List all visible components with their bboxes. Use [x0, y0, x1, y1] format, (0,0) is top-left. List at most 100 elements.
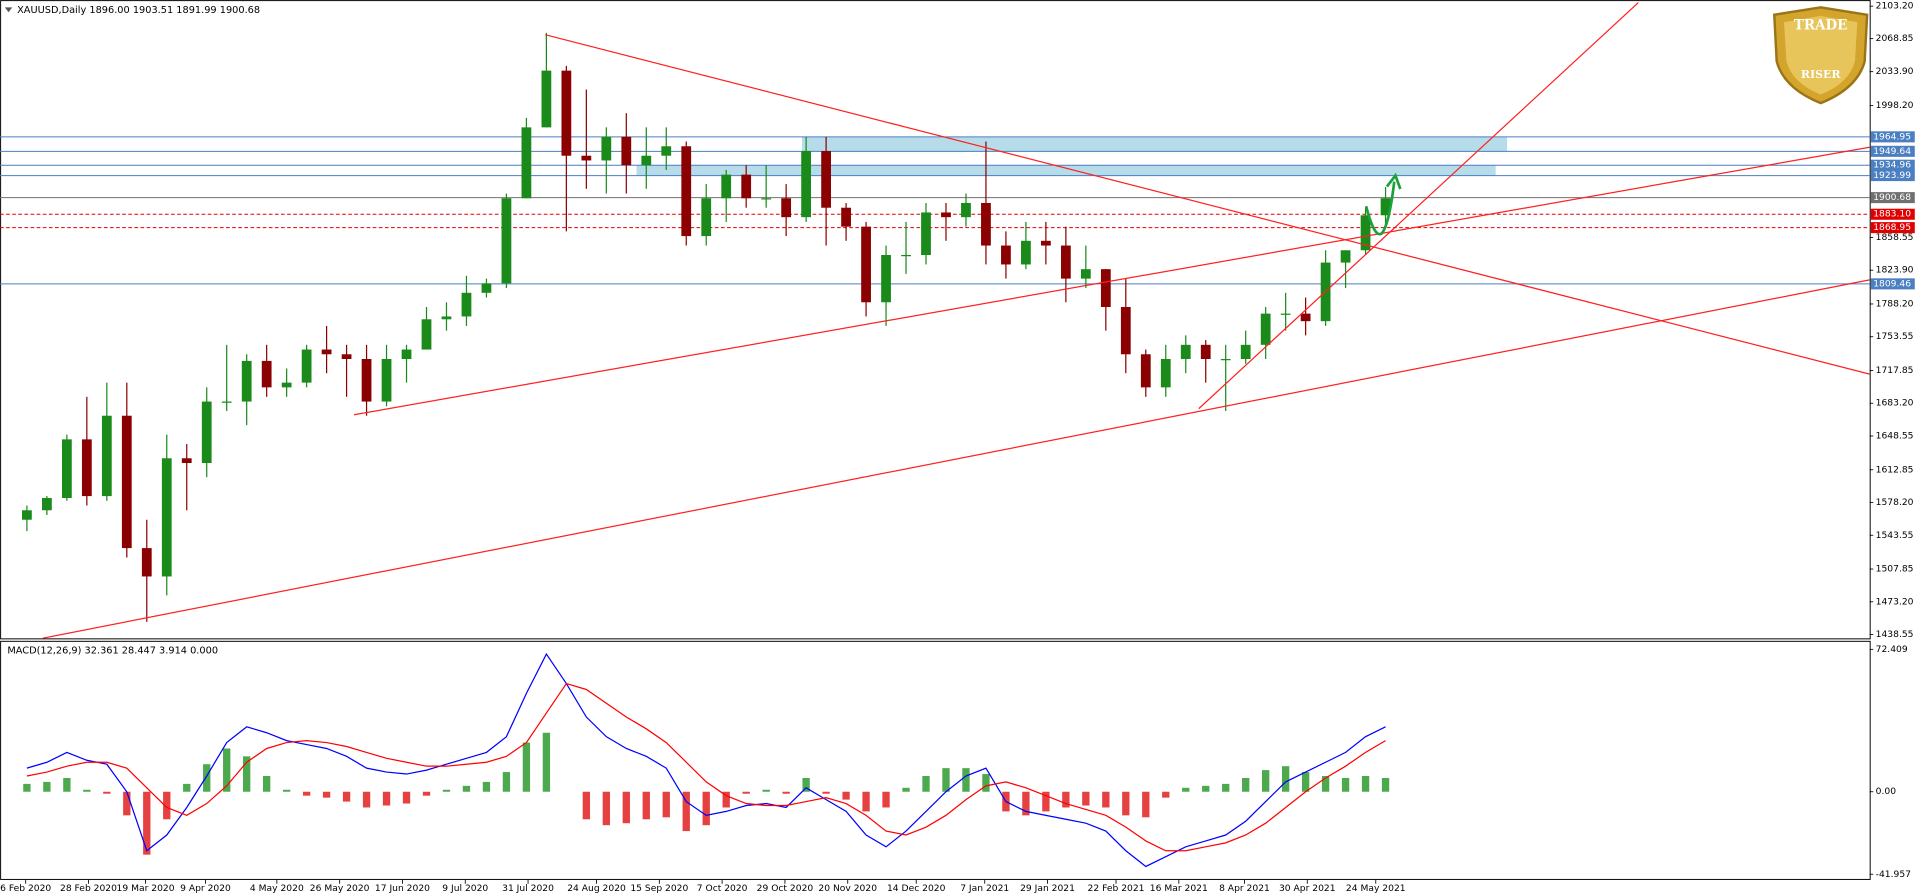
- x-tick-label: 20 Nov 2020: [818, 883, 877, 894]
- candle-body: [961, 202, 971, 218]
- candle-body: [1360, 215, 1371, 251]
- level-label: 1949.64: [1873, 146, 1911, 157]
- y-tick-label: 1717.85: [1876, 365, 1914, 376]
- histogram-bar: [83, 789, 91, 792]
- histogram-bar: [123, 791, 131, 816]
- histogram-bar: [1301, 772, 1310, 792]
- candle-body: [861, 226, 871, 303]
- candle-body: [481, 283, 492, 293]
- candle-body: [541, 70, 552, 128]
- candle-body: [721, 174, 732, 199]
- candle-body: [1380, 198, 1391, 216]
- histogram-bar: [882, 791, 890, 808]
- x-tick-label: 31 Jul 2020: [502, 883, 554, 894]
- histogram-bar: [742, 791, 750, 794]
- x-tick-label: 9 Apr 2020: [180, 883, 231, 894]
- candle-body: [381, 358, 392, 402]
- x-tick-label: 24 May 2021: [1346, 883, 1406, 894]
- y-tick-label: 1612.85: [1876, 464, 1914, 475]
- histogram-bar: [1321, 776, 1330, 792]
- y-tick-label: 1438.55: [1876, 629, 1914, 640]
- candle-body: [1180, 344, 1191, 359]
- logo-inner: [1784, 15, 1858, 95]
- y-tick-label: -41.957: [1876, 869, 1911, 880]
- histogram-bar: [282, 789, 291, 792]
- candle-body: [161, 458, 172, 577]
- candle-body: [41, 497, 52, 511]
- candle-body: [401, 349, 412, 359]
- histogram-bar: [1381, 777, 1390, 792]
- zone: [636, 165, 1496, 176]
- level-tag: [1870, 159, 1915, 171]
- candle-body: [461, 292, 472, 317]
- histogram-bar: [802, 777, 810, 792]
- candle-body: [1060, 245, 1071, 279]
- y-tick-label: 1753.55: [1876, 331, 1914, 342]
- candle-body: [761, 198, 772, 200]
- x-tick-label: 14 Dec 2020: [887, 883, 946, 894]
- histogram-bar: [462, 785, 471, 792]
- y-tick-label: 1858.55: [1876, 232, 1914, 243]
- histogram-bar: [442, 789, 451, 792]
- level-label: 1923.99: [1873, 170, 1911, 181]
- candle-body: [321, 349, 332, 355]
- candle-body: [1140, 354, 1151, 388]
- histogram-bar: [322, 791, 331, 798]
- x-tick-label: 8 Apr 2021: [1219, 883, 1270, 894]
- candle-body: [1001, 245, 1011, 265]
- histogram-bar: [23, 783, 31, 792]
- candle-body: [981, 202, 991, 246]
- histogram-bar: [542, 732, 551, 792]
- y-tick-label: 72.409: [1876, 644, 1908, 655]
- histogram-bar: [362, 791, 371, 808]
- y-tick-label: 1507.85: [1876, 564, 1914, 575]
- candle-body: [921, 212, 931, 255]
- macd-title: MACD(12,26,9) 32.361 28.447 3.914 0.000: [7, 646, 218, 657]
- projection-arrow: [1364, 181, 1396, 236]
- x-tick-label: 30 Apr 2021: [1279, 883, 1336, 894]
- level-tag: [1870, 145, 1915, 157]
- logo: TRADE RISER: [1772, 6, 1869, 105]
- y-tick-label: 1473.20: [1876, 596, 1914, 607]
- candle-body: [1260, 313, 1271, 345]
- candle-body: [821, 150, 831, 208]
- histogram-bar: [922, 776, 930, 792]
- candle-body: [641, 155, 652, 166]
- histogram-bar: [822, 791, 830, 794]
- x-tick-label: 7 Jan 2021: [960, 883, 1009, 894]
- candle-body: [701, 198, 712, 237]
- histogram-bar: [702, 791, 710, 826]
- y-tick-label: 2033.90: [1876, 66, 1914, 77]
- candle-body: [441, 316, 452, 320]
- histogram-bar: [942, 768, 950, 792]
- x-tick-label: 7 Oct 2020: [697, 883, 748, 894]
- candle-body: [1120, 306, 1131, 355]
- logo-bottom: RISER: [1801, 68, 1842, 81]
- level-label: 1868.95: [1873, 222, 1911, 233]
- y-tick-label: 1683.20: [1876, 398, 1914, 409]
- histogram-bar: [782, 791, 790, 794]
- candle-body: [741, 174, 752, 199]
- candle-body: [681, 146, 692, 237]
- candle-body: [361, 358, 372, 402]
- histogram-bar: [183, 783, 191, 792]
- histogram-bar: [1022, 791, 1030, 816]
- level-label: 1964.95: [1873, 131, 1911, 142]
- candle-body: [1021, 240, 1031, 265]
- x-tick-label: 28 Feb 2020: [60, 883, 117, 894]
- x-tick-label: 9 Jul 2020: [442, 883, 488, 894]
- candle-body: [221, 401, 232, 403]
- x-tick-label: 19 Mar 2020: [117, 883, 175, 894]
- y-tick-label: 0.00: [1876, 786, 1897, 797]
- histogram-bar: [1162, 791, 1170, 798]
- arrow-head: [1385, 172, 1402, 190]
- histogram-bar: [862, 791, 870, 812]
- candle-body: [841, 207, 851, 227]
- y-tick-label: 1998.20: [1876, 100, 1914, 111]
- macd-line: [26, 652, 1386, 868]
- histogram-bar: [63, 777, 71, 792]
- y-tick-label: 1823.90: [1876, 265, 1914, 276]
- level-label: 1900.68: [1873, 192, 1911, 203]
- level-tag: [1870, 222, 1915, 234]
- histogram-bar: [1202, 785, 1210, 792]
